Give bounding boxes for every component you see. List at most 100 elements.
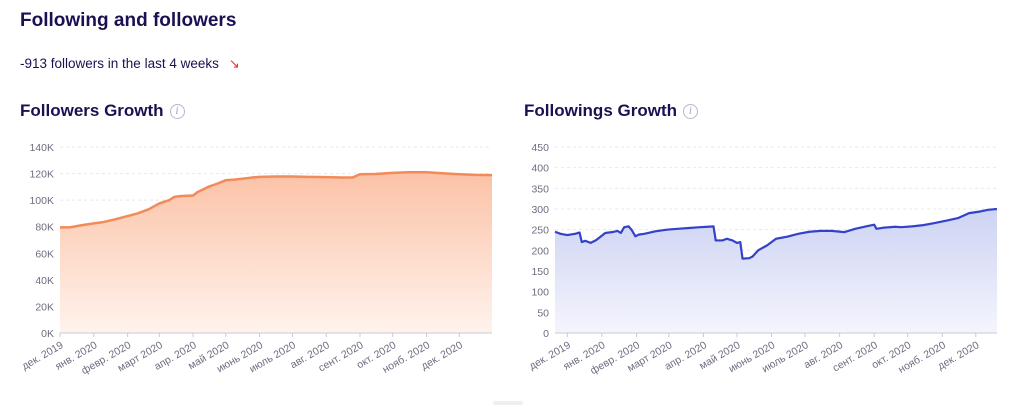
section-title: Following and followers: [20, 10, 237, 31]
followings-data-point: [787, 236, 788, 237]
followings-growth-title: Followings Growth i: [524, 101, 698, 121]
followings-data-point: [715, 240, 716, 241]
followings-y-tick-label: 350: [531, 183, 549, 195]
followers-data-point: [93, 223, 94, 224]
followings-data-point: [560, 233, 561, 234]
followings-data-point: [752, 256, 753, 257]
followers-data-point: [251, 177, 252, 178]
followings-data-point: [866, 226, 867, 227]
followings-data-point: [996, 208, 997, 209]
followings-y-tick-label: 450: [531, 142, 549, 154]
followers-data-point: [59, 227, 60, 228]
followers-data-point: [148, 209, 149, 210]
followings-data-point: [677, 228, 678, 229]
followings-data-point: [624, 227, 625, 228]
followers-data-point: [197, 192, 198, 193]
followers-data-point: [168, 200, 169, 201]
followings-data-point: [934, 222, 935, 223]
followers-data-point: [185, 195, 186, 196]
followers-data-point: [192, 195, 193, 196]
followings-data-point: [749, 258, 750, 259]
followers-data-point: [341, 177, 342, 178]
followings-data-point: [736, 242, 737, 243]
followers-growth-title-text: Followers Growth: [20, 101, 164, 120]
followings-data-point: [820, 230, 821, 231]
followings-y-tick-label: 50: [537, 307, 549, 319]
followers-data-point: [352, 177, 353, 178]
followings-data-point: [946, 220, 947, 221]
followings-data-point: [617, 230, 618, 231]
trend-down-arrow-icon: ↘: [228, 56, 240, 71]
followings-data-point: [726, 238, 727, 239]
followings-data-point: [631, 230, 632, 231]
followings-y-tick-label: 100: [531, 287, 549, 299]
followers-data-point: [179, 196, 180, 197]
followings-data-point: [722, 240, 723, 241]
followers-data-point: [80, 225, 81, 226]
followings-data-point: [843, 232, 844, 233]
followers-data-point: [326, 177, 327, 178]
followings-data-point: [596, 239, 597, 240]
followers-data-point: [213, 184, 214, 185]
followers-y-tick-label: 20K: [35, 301, 54, 313]
followings-data-point: [980, 211, 981, 212]
followings-data-point: [874, 224, 875, 225]
followers-y-tick-label: 100K: [29, 195, 54, 207]
followers-data-point: [127, 215, 128, 216]
scrollbar-thumb[interactable]: [493, 401, 523, 405]
followers-data-point: [359, 174, 360, 175]
followers-series-line: [60, 170, 493, 229]
followings-data-point: [884, 227, 885, 228]
followings-data-point: [740, 241, 741, 242]
followings-data-point: [742, 258, 743, 259]
followings-data-point: [700, 227, 701, 228]
followings-data-point: [554, 231, 555, 232]
followings-y-tick-label: 0: [543, 328, 549, 340]
followers-data-point: [259, 176, 260, 177]
followers-summary: -913 followers in the last 4 weeks ↘: [20, 56, 240, 72]
followings-data-point: [635, 236, 636, 237]
followings-data-point: [688, 227, 689, 228]
followings-y-tick-label: 250: [531, 225, 549, 237]
followers-data-point: [69, 227, 70, 228]
followers-data-point: [240, 178, 241, 179]
followings-data-point: [831, 230, 832, 231]
followers-y-tick-label: 80K: [35, 222, 54, 234]
followers-data-point: [274, 176, 275, 177]
followings-growth-title-text: Followings Growth: [524, 101, 677, 120]
followings-y-tick-label: 400: [531, 163, 549, 175]
followings-data-point: [638, 234, 639, 235]
followers-data-point: [174, 196, 175, 197]
info-icon[interactable]: i: [682, 103, 698, 119]
followers-data-point: [392, 172, 393, 173]
followings-data-point: [798, 233, 799, 234]
followings-data-point: [581, 241, 582, 242]
followings-data-point: [732, 240, 733, 241]
followers-area: [60, 172, 492, 333]
followings-data-point: [957, 217, 958, 218]
followings-series-line: [554, 207, 998, 260]
followers-data-point: [307, 176, 308, 177]
followers-data-point: [103, 221, 104, 222]
followings-data-point: [620, 232, 621, 233]
followings-data-point: [605, 232, 606, 233]
followers-data-point: [474, 174, 475, 175]
followings-data-point: [707, 226, 708, 227]
followings-data-point: [585, 240, 586, 241]
followers-data-point: [375, 173, 376, 174]
followings-data-point: [644, 233, 645, 234]
followers-data-point: [292, 176, 293, 177]
followers-data-point: [114, 219, 115, 220]
followers-y-tick-label: 140K: [29, 142, 54, 154]
followers-data-point: [491, 175, 492, 176]
followings-data-point: [574, 233, 575, 234]
followers-data-point: [137, 213, 138, 214]
info-icon[interactable]: i: [169, 103, 185, 119]
followers-data-point: [208, 186, 209, 187]
followers-y-tick-label: 60K: [35, 248, 54, 260]
followings-y-tick-label: 300: [531, 204, 549, 216]
followers-y-tick-label: 0K: [41, 328, 54, 340]
followings-data-point: [567, 234, 568, 235]
